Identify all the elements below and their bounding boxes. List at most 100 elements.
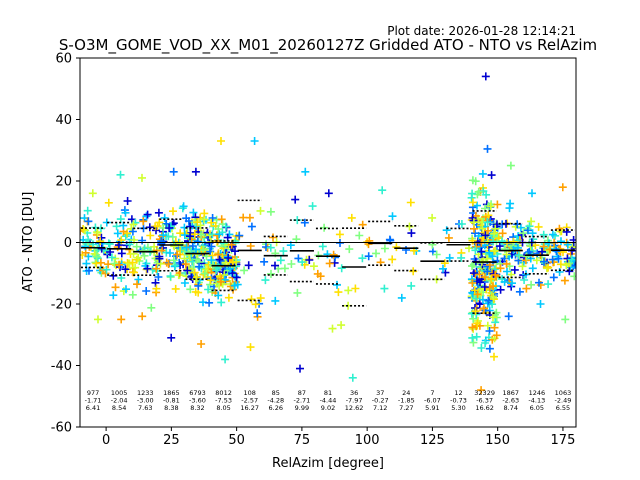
data-point [535,278,543,287]
plot-date: Plot date: 2026-01-28 12:14:21 [387,24,576,38]
bin-count: 24 [402,389,410,397]
bin-std-label: 7.27 [399,404,413,412]
data-point [253,309,262,318]
data-point [469,218,478,227]
data-point [185,264,193,273]
extreme-point [138,173,146,182]
data-point [271,261,279,270]
data-point [305,256,314,264]
data-point [152,264,161,273]
extreme-point [221,355,230,364]
x-tick-label: 25 [163,433,180,448]
data-point [549,273,558,282]
y-tick-label: 60 [55,52,72,67]
data-point [316,272,325,281]
bin-annotations: 977-1.716.41 1005-2.048.54 1233-3.007.63 18… [85,389,572,412]
x-tick-label: 0 [102,433,110,448]
data-point [525,222,534,231]
extreme-point [561,315,570,324]
data-point [483,267,492,276]
data-point [113,229,122,238]
y-tick-label: 0 [64,236,72,251]
data-point [503,267,511,276]
data-point [244,261,253,270]
data-point [524,226,532,235]
data-point [180,279,189,287]
data-point [298,258,307,267]
extreme-point [528,189,536,198]
data-point [440,259,449,268]
data-point [493,200,502,209]
data-point [364,252,373,261]
data-point [439,264,447,273]
data-point [471,307,480,316]
data-point [154,273,163,281]
data-point [117,274,126,282]
bin-std-label: 8.32 [190,404,204,412]
data-point [109,291,118,300]
extreme-point [88,189,97,198]
data-point [325,259,334,268]
scatter-points [80,72,576,395]
data-point [518,262,527,271]
bin-mean-label: -3.00 [137,397,154,405]
data-point [92,252,101,261]
data-point [194,281,203,290]
data-point [160,213,169,222]
data-point [204,285,213,294]
data-point [468,262,477,270]
extreme-point [347,213,356,222]
data-point [145,223,154,232]
data-point [123,229,132,238]
data-point [214,250,223,259]
data-point [110,259,119,268]
data-point [483,144,492,153]
bin-count: 108 [243,389,255,397]
bin-count: 87 [298,389,306,397]
data-point [208,251,217,260]
data-point [539,230,548,239]
bin-mean-label: -0.81 [163,397,180,405]
data-point [142,212,151,221]
data-point [195,262,204,271]
bin-std-label: 7.12 [373,404,387,412]
data-point [567,255,576,264]
data-point [519,229,528,238]
x-axis-ticks: 0 25 50 75 100 125 150 175 [102,427,575,448]
data-point [186,285,195,294]
data-point [498,229,507,238]
y-tick-label: -60 [51,421,72,436]
data-point [276,256,285,265]
data-point [121,265,130,274]
data-point [181,260,190,269]
y-axis-ticks: -60 -40 -20 0 20 40 60 [51,52,80,436]
data-point [93,228,102,237]
data-point [337,264,346,273]
data-point [245,213,254,222]
data-point [309,262,318,271]
bin-count: 32329 [474,389,495,397]
data-point [189,208,198,217]
data-point [555,224,564,233]
data-point [186,232,194,241]
bin-std-label: 8.05 [216,404,230,412]
extreme-point [397,293,406,302]
data-point [444,233,453,242]
data-point [102,218,111,227]
data-point [246,242,255,250]
data-point [171,261,180,270]
data-point [344,286,353,295]
data-point [528,264,537,273]
data-point [224,293,233,302]
bin-count: 1867 [502,389,519,397]
data-point [358,254,367,263]
data-point [147,303,156,312]
data-point [470,286,479,295]
bin-count: 7 [430,389,434,397]
bin-std-label: 8.74 [503,404,517,412]
data-point [485,248,494,257]
data-point [560,276,569,285]
data-point [292,235,301,244]
data-point [180,231,189,240]
data-point [502,250,511,259]
